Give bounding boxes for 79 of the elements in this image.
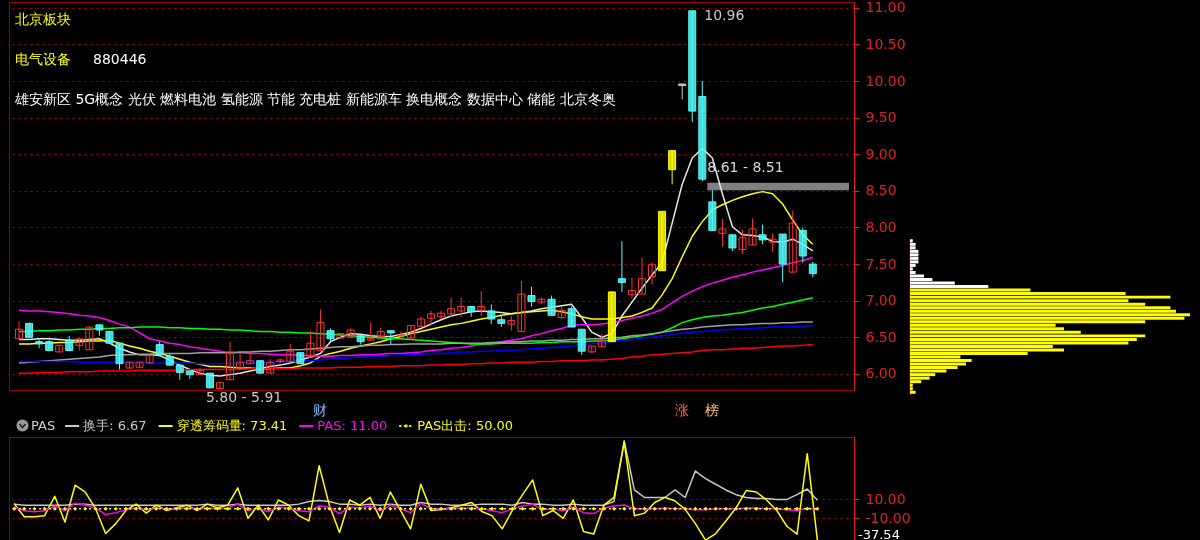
text: 榜 bbox=[705, 402, 720, 418]
candlestick bbox=[266, 358, 275, 374]
annotation: 5.80 - 5.91 bbox=[205, 389, 283, 405]
candlestick bbox=[617, 240, 626, 293]
candlestick bbox=[195, 367, 204, 376]
candlestick bbox=[638, 256, 647, 295]
bar bbox=[910, 295, 1171, 299]
candlestick bbox=[396, 330, 405, 340]
legend-label: 换手: 6.67 bbox=[83, 418, 147, 433]
y-tick-label: 8.00 bbox=[865, 218, 897, 235]
candlestick bbox=[487, 303, 496, 325]
y-tick-label: -10.00 bbox=[865, 509, 911, 526]
line-series bbox=[13, 441, 819, 540]
candlestick bbox=[668, 150, 677, 185]
bar bbox=[910, 256, 919, 260]
bar bbox=[910, 390, 916, 394]
y-tick-label: 7.00 bbox=[865, 292, 897, 309]
bar bbox=[910, 260, 919, 264]
candlestick bbox=[246, 349, 255, 365]
legend-label: PAS出击: 50.00 bbox=[417, 418, 514, 433]
y-tick-label: 9.50 bbox=[865, 109, 897, 126]
candlestick bbox=[627, 277, 636, 299]
y-tick-label: 10.50 bbox=[865, 35, 906, 52]
y-tick-label: 10.00 bbox=[865, 72, 906, 89]
bar bbox=[910, 253, 919, 257]
bar bbox=[910, 387, 913, 391]
candlestick bbox=[547, 295, 556, 316]
annotation: 10.96 bbox=[704, 7, 745, 23]
y-tick-label: 10.00 bbox=[865, 490, 906, 507]
bar bbox=[910, 239, 913, 243]
text: 财 bbox=[313, 402, 328, 418]
candlestick bbox=[35, 338, 44, 349]
candlestick bbox=[406, 325, 415, 339]
candlestick bbox=[226, 341, 235, 381]
annotation: 北京板块 bbox=[15, 11, 71, 27]
candlestick bbox=[85, 326, 94, 351]
bar bbox=[910, 348, 1064, 352]
candlestick bbox=[758, 224, 767, 245]
bar bbox=[910, 313, 1190, 317]
annotation: 880446 bbox=[93, 51, 147, 67]
line-series bbox=[18, 190, 814, 370]
candlestick bbox=[427, 310, 435, 327]
line-series bbox=[18, 343, 814, 374]
candlestick bbox=[416, 316, 425, 328]
text: -37.54 bbox=[858, 527, 900, 540]
y-tick-label: 8.50 bbox=[865, 182, 897, 199]
candlestick bbox=[215, 382, 224, 390]
bar bbox=[910, 249, 919, 253]
bar bbox=[910, 334, 1146, 338]
y-tick-label: 6.50 bbox=[865, 328, 897, 345]
bar bbox=[910, 285, 989, 289]
candlestick bbox=[15, 320, 24, 340]
bar bbox=[910, 263, 916, 267]
legend-label: PAS: 11.00 bbox=[317, 418, 388, 433]
candlestick bbox=[236, 352, 245, 369]
bar bbox=[910, 246, 916, 250]
y-tick-label: 6.00 bbox=[865, 365, 897, 382]
annotation: 电气设备 bbox=[15, 51, 71, 67]
candlestick bbox=[718, 218, 727, 248]
annotation: 雄安新区 5G概念 光伏 燃料电池 氢能源 节能 充电桩 新能源车 换电概念 数据中心 储能 北京冬奥 bbox=[14, 91, 616, 107]
candlestick bbox=[648, 262, 657, 286]
y-tick-label: 11.00 bbox=[865, 0, 906, 16]
candlestick bbox=[457, 297, 466, 318]
candlestick bbox=[768, 232, 777, 253]
candlestick bbox=[577, 328, 586, 356]
bar bbox=[910, 359, 972, 363]
y-tick-label: 9.00 bbox=[865, 145, 897, 162]
text: 涨 bbox=[675, 402, 690, 418]
candlestick bbox=[567, 306, 576, 328]
legend-label: 穿透筹码量: 73.41 bbox=[176, 418, 288, 433]
legend-title: PAS bbox=[31, 418, 56, 433]
candlestick bbox=[477, 290, 486, 317]
bar bbox=[910, 267, 913, 271]
bar bbox=[910, 242, 916, 246]
y-tick-label: 7.50 bbox=[865, 255, 897, 272]
candlestick bbox=[447, 297, 456, 318]
candlestick bbox=[437, 310, 446, 320]
candlestick bbox=[527, 286, 536, 308]
candlestick bbox=[788, 210, 797, 273]
